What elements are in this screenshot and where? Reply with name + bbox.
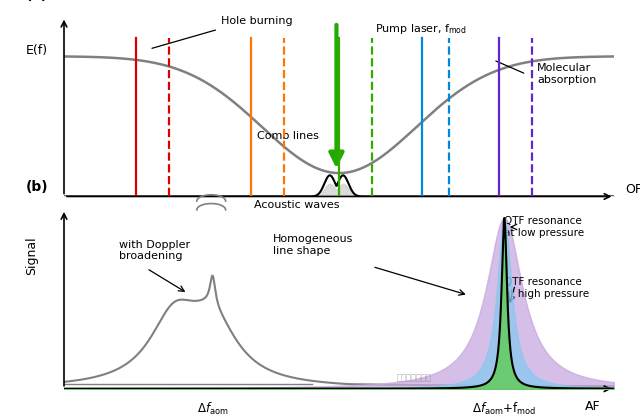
Text: Signal: Signal xyxy=(26,236,38,275)
Text: QTF resonance
at high pressure: QTF resonance at high pressure xyxy=(504,277,589,299)
Text: Comb lines: Comb lines xyxy=(257,131,319,141)
Text: (a): (a) xyxy=(26,0,48,2)
Text: Pump laser, f$_{\mathrm{mod}}$: Pump laser, f$_{\mathrm{mod}}$ xyxy=(375,22,467,36)
Text: Hole burning: Hole burning xyxy=(221,16,292,26)
Text: AF: AF xyxy=(584,400,600,413)
Text: 光谱技术及应用: 光谱技术及应用 xyxy=(397,373,432,382)
Text: QTF resonance
at low pressure: QTF resonance at low pressure xyxy=(504,216,584,238)
Text: Homogeneous
line shape: Homogeneous line shape xyxy=(273,234,353,256)
Text: (b): (b) xyxy=(26,180,48,194)
Text: $\Delta f_{\mathrm{aom}}$+f$_{\mathrm{mod}}$: $\Delta f_{\mathrm{aom}}$+f$_{\mathrm{mo… xyxy=(472,400,536,416)
Text: Molecular
absorption: Molecular absorption xyxy=(538,64,596,85)
Text: Acoustic waves: Acoustic waves xyxy=(255,200,340,210)
Text: OF: OF xyxy=(625,183,640,196)
Text: $\Delta f_{\mathrm{aom}}$: $\Delta f_{\mathrm{aom}}$ xyxy=(197,400,228,416)
Text: with Doppler
broadening: with Doppler broadening xyxy=(119,240,190,261)
Text: E(f): E(f) xyxy=(26,44,47,57)
